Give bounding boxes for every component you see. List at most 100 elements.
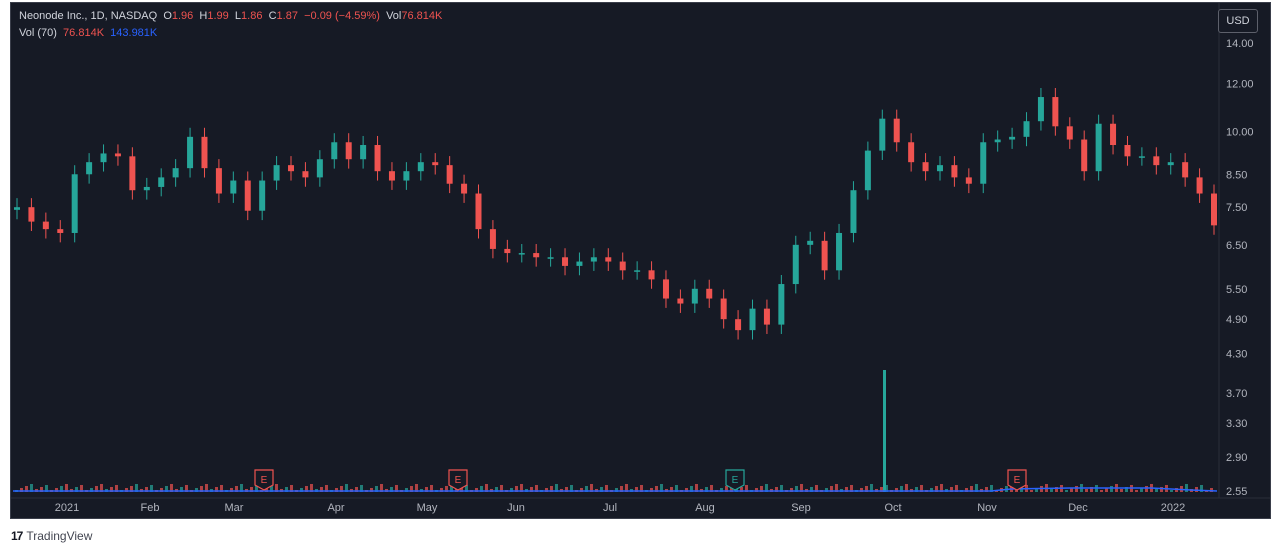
candle-body xyxy=(1037,97,1044,122)
volume-bar xyxy=(150,485,153,492)
candle-body xyxy=(86,162,93,175)
volume-ma-line xyxy=(13,487,1218,492)
volume-bar xyxy=(160,488,163,492)
candle-body xyxy=(331,142,338,160)
volume-bar xyxy=(550,486,553,492)
price-tick-label: 2.90 xyxy=(1226,452,1247,464)
volume-bar xyxy=(530,487,533,492)
candle-body xyxy=(1182,162,1189,178)
candle-body xyxy=(1009,136,1016,140)
candle-body xyxy=(691,288,698,304)
price-tick-label: 5.50 xyxy=(1226,284,1247,296)
earnings-marker-icon xyxy=(254,469,274,491)
candle-body xyxy=(749,308,756,331)
vol-indicator-label: Vol (70) xyxy=(19,27,57,39)
volume-bar xyxy=(865,486,868,492)
volume-bar xyxy=(115,485,118,492)
volume-bar xyxy=(1070,488,1073,492)
candle-body xyxy=(273,165,280,181)
volume-bar xyxy=(395,485,398,492)
volume-bar xyxy=(710,485,713,492)
volume-bar xyxy=(275,484,278,492)
close-value: 1.87 xyxy=(276,10,298,22)
candle-body xyxy=(129,156,136,191)
brand[interactable]: 17 TradingView xyxy=(11,529,92,543)
volume-bar xyxy=(825,488,828,492)
volume-bar xyxy=(75,487,78,492)
volume-bar xyxy=(1135,490,1138,492)
volume-bar xyxy=(990,485,993,492)
candle-body xyxy=(288,165,295,172)
chart-svg[interactable]: 14.00 12.00 10.00 8.50 7.50 6.50 5.50 4.90 4.30 3… xyxy=(11,3,1270,518)
time-tick-label: Dec xyxy=(1068,502,1088,514)
candle-body xyxy=(879,118,886,151)
volume-bar xyxy=(300,488,303,492)
currency-button[interactable]: USD xyxy=(1218,9,1258,33)
volume-bar xyxy=(45,485,48,492)
volume-bar xyxy=(860,488,863,492)
candle-body xyxy=(316,159,323,178)
volume-bar xyxy=(580,488,583,492)
candle-body xyxy=(417,162,424,172)
open-label: O xyxy=(163,10,172,22)
volume-bar xyxy=(510,488,513,492)
volume-bar xyxy=(405,488,408,492)
volume-bar xyxy=(345,484,348,492)
price-tick-label: 14.00 xyxy=(1226,38,1254,50)
candle-body xyxy=(302,171,309,178)
candle-body xyxy=(71,174,78,233)
candle-body xyxy=(778,284,785,325)
candle-body xyxy=(461,183,468,194)
candle-body xyxy=(864,150,871,191)
volume-bar xyxy=(495,487,498,492)
volume-bar xyxy=(1065,490,1068,492)
earnings-marker-icon xyxy=(1007,469,1027,491)
volume-bar xyxy=(1030,490,1033,492)
volume-bar xyxy=(135,484,138,492)
candle-body xyxy=(965,177,972,184)
volume-bar xyxy=(975,484,978,492)
volume-bar xyxy=(705,487,708,492)
volume-bar xyxy=(955,485,958,492)
candle-body xyxy=(475,193,482,230)
price-tick-label: 10.00 xyxy=(1226,127,1254,139)
candle-body xyxy=(259,180,266,211)
volume-bar xyxy=(25,486,28,492)
candle-body xyxy=(244,180,251,211)
volume-bar xyxy=(1090,487,1093,492)
volume-bar xyxy=(325,485,328,492)
volume-bar xyxy=(885,485,888,492)
earnings-marker-label: E xyxy=(1014,475,1021,486)
volume-bar xyxy=(1145,486,1148,492)
price-tick-label: 8.50 xyxy=(1226,169,1247,181)
volume-bar xyxy=(685,488,688,492)
volume-bar xyxy=(485,484,488,492)
candle-body xyxy=(28,207,35,222)
volume-bar xyxy=(570,485,573,492)
candle-body xyxy=(922,162,929,172)
candle-body xyxy=(158,177,165,187)
candle-body xyxy=(1095,123,1102,172)
earnings-marker-icon xyxy=(725,469,745,491)
legend-row-volume: Vol (70) 76.814K 143.981K xyxy=(19,27,157,39)
volume-bar xyxy=(775,487,778,492)
chart-frame[interactable]: 14.00 12.00 10.00 8.50 7.50 6.50 5.50 4.90 4.30 3… xyxy=(10,2,1271,519)
volume-bar xyxy=(745,485,748,492)
volume-bar xyxy=(725,486,728,492)
volume-bar xyxy=(1120,489,1123,492)
candle-body xyxy=(1153,156,1160,166)
volume-bar xyxy=(360,485,363,492)
candle-body xyxy=(1167,162,1174,166)
candle-body xyxy=(1052,97,1059,127)
candle-body xyxy=(706,288,713,299)
volume-bar xyxy=(1015,489,1018,492)
candle-body xyxy=(735,319,742,331)
volume-bar xyxy=(1140,488,1143,492)
volume-bar xyxy=(1170,490,1173,492)
volume-bar xyxy=(235,486,238,492)
candle-body xyxy=(172,168,179,178)
candle-body xyxy=(57,229,64,233)
volume-bar xyxy=(30,484,33,492)
volume-bar xyxy=(900,486,903,492)
price-tick-label: 6.50 xyxy=(1226,240,1247,252)
